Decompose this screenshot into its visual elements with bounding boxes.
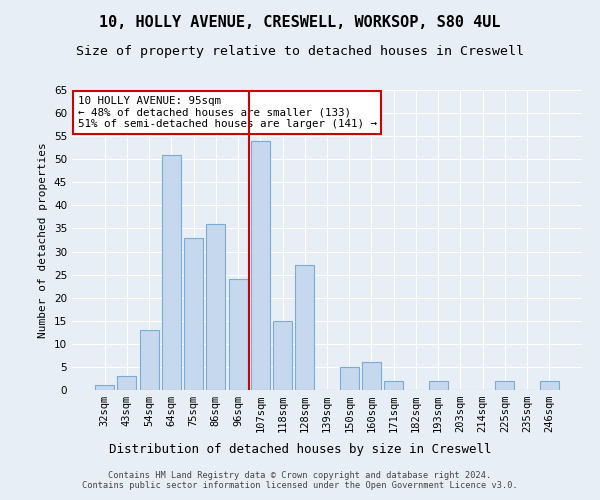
Text: Distribution of detached houses by size in Creswell: Distribution of detached houses by size … [109, 442, 491, 456]
Bar [362, 362, 381, 390]
Bar [206, 224, 225, 390]
Bar [429, 381, 448, 390]
Bar [140, 330, 158, 390]
Text: 10, HOLLY AVENUE, CRESWELL, WORKSOP, S80 4UL: 10, HOLLY AVENUE, CRESWELL, WORKSOP, S80… [99, 15, 501, 30]
Bar [273, 321, 292, 390]
Y-axis label: Number of detached properties: Number of detached properties [38, 142, 49, 338]
Text: Size of property relative to detached houses in Creswell: Size of property relative to detached ho… [76, 45, 524, 58]
Text: Contains HM Land Registry data © Crown copyright and database right 2024.
Contai: Contains HM Land Registry data © Crown c… [82, 470, 518, 490]
Bar [95, 386, 114, 390]
Bar [184, 238, 203, 390]
Text: 10 HOLLY AVENUE: 95sqm
← 48% of detached houses are smaller (133)
51% of semi-de: 10 HOLLY AVENUE: 95sqm ← 48% of detached… [77, 96, 377, 129]
Bar [540, 381, 559, 390]
Bar [162, 154, 181, 390]
Bar [251, 141, 270, 390]
Bar [496, 381, 514, 390]
Bar [118, 376, 136, 390]
Bar [340, 367, 359, 390]
Bar [295, 266, 314, 390]
Bar [229, 279, 248, 390]
Bar [384, 381, 403, 390]
